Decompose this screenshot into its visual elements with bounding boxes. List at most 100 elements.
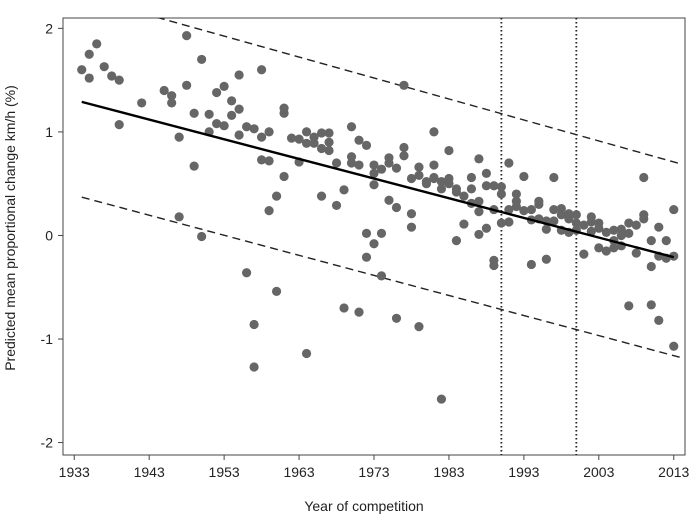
data-point <box>481 168 492 178</box>
data-point <box>391 202 402 213</box>
data-point <box>369 239 379 249</box>
data-point <box>234 104 244 114</box>
data-point <box>212 119 222 129</box>
data-point <box>84 73 94 83</box>
data-point <box>301 127 312 137</box>
data-point <box>399 142 409 153</box>
data-point <box>279 171 289 182</box>
data-point <box>99 62 109 72</box>
data-point <box>182 31 192 41</box>
data-point <box>264 206 274 216</box>
data-point <box>496 189 506 199</box>
data-point <box>324 145 334 156</box>
data-point <box>189 161 199 171</box>
x-tick-label: 1963 <box>283 464 314 480</box>
y-tick-label: 0 <box>45 227 53 243</box>
data-point <box>227 96 237 106</box>
data-point <box>286 133 297 143</box>
data-point <box>256 65 267 75</box>
data-point <box>414 162 424 172</box>
reference-lines <box>500 18 578 455</box>
data-point <box>159 85 169 96</box>
data-point <box>324 137 334 147</box>
y-axis: -2 -1 0 1 2 <box>41 20 63 451</box>
data-point <box>339 303 349 313</box>
data-point <box>294 134 304 144</box>
data-point <box>234 70 244 80</box>
data-point <box>526 204 536 215</box>
data-point <box>369 168 379 178</box>
data-point <box>474 207 484 217</box>
data-point <box>174 132 184 142</box>
data-point <box>384 158 394 168</box>
data-point <box>219 121 229 131</box>
data-point <box>271 191 282 201</box>
x-tick-label: 1953 <box>209 464 240 480</box>
x-axis: 1933 1943 1953 1963 1973 1983 1993 2003 2013 <box>59 455 690 480</box>
data-point <box>391 313 402 323</box>
data-point <box>429 127 439 137</box>
data-point <box>227 110 237 120</box>
data-point <box>369 180 379 190</box>
data-point <box>301 138 312 148</box>
data-point <box>436 184 447 194</box>
data-point <box>646 236 656 246</box>
data-point <box>309 132 319 142</box>
data-point <box>421 177 432 187</box>
data-point <box>242 122 252 132</box>
data-point <box>331 200 342 211</box>
data-point <box>84 49 94 59</box>
data-point <box>609 243 619 253</box>
data-point <box>399 151 409 161</box>
data-point <box>474 229 484 240</box>
data-point <box>639 172 649 183</box>
data-point <box>586 217 596 227</box>
data-point <box>406 222 417 232</box>
data-point <box>466 184 477 194</box>
data-point <box>669 341 679 351</box>
data-point <box>256 155 267 165</box>
data-point <box>316 143 327 154</box>
data-point <box>669 204 679 215</box>
data-point <box>624 218 634 228</box>
data-point <box>519 171 529 182</box>
data-point <box>549 216 559 226</box>
data-point <box>414 321 424 332</box>
data-point <box>541 224 551 234</box>
data-point <box>182 80 192 90</box>
data-point <box>481 181 492 191</box>
data-point <box>519 206 529 216</box>
data-point <box>256 132 267 142</box>
data-point <box>92 39 102 49</box>
data-point <box>466 172 477 183</box>
data-point <box>504 158 514 168</box>
data-point <box>197 54 207 65</box>
data-point <box>489 181 499 191</box>
data-point <box>249 124 259 134</box>
data-point <box>631 248 641 258</box>
regression-line-group <box>81 100 675 259</box>
data-point <box>429 172 439 183</box>
data-point <box>346 122 357 132</box>
x-tick-label: 1933 <box>59 464 90 480</box>
data-point <box>167 98 177 108</box>
x-tick-label: 1993 <box>508 464 539 480</box>
data-point <box>264 127 274 137</box>
data-point <box>234 130 244 140</box>
data-points <box>77 31 679 404</box>
data-point <box>571 210 581 220</box>
data-point <box>376 228 387 238</box>
data-point <box>369 160 379 170</box>
data-point <box>459 191 469 201</box>
data-point <box>197 231 207 242</box>
data-point <box>406 209 417 219</box>
data-point <box>391 163 402 173</box>
x-tick-label: 1983 <box>433 464 464 480</box>
data-point <box>654 222 664 232</box>
data-point <box>631 220 641 230</box>
x-tick-label: 2003 <box>583 464 614 480</box>
data-point <box>549 172 559 183</box>
data-point <box>444 145 454 156</box>
data-point <box>586 226 596 236</box>
data-point <box>429 160 439 170</box>
